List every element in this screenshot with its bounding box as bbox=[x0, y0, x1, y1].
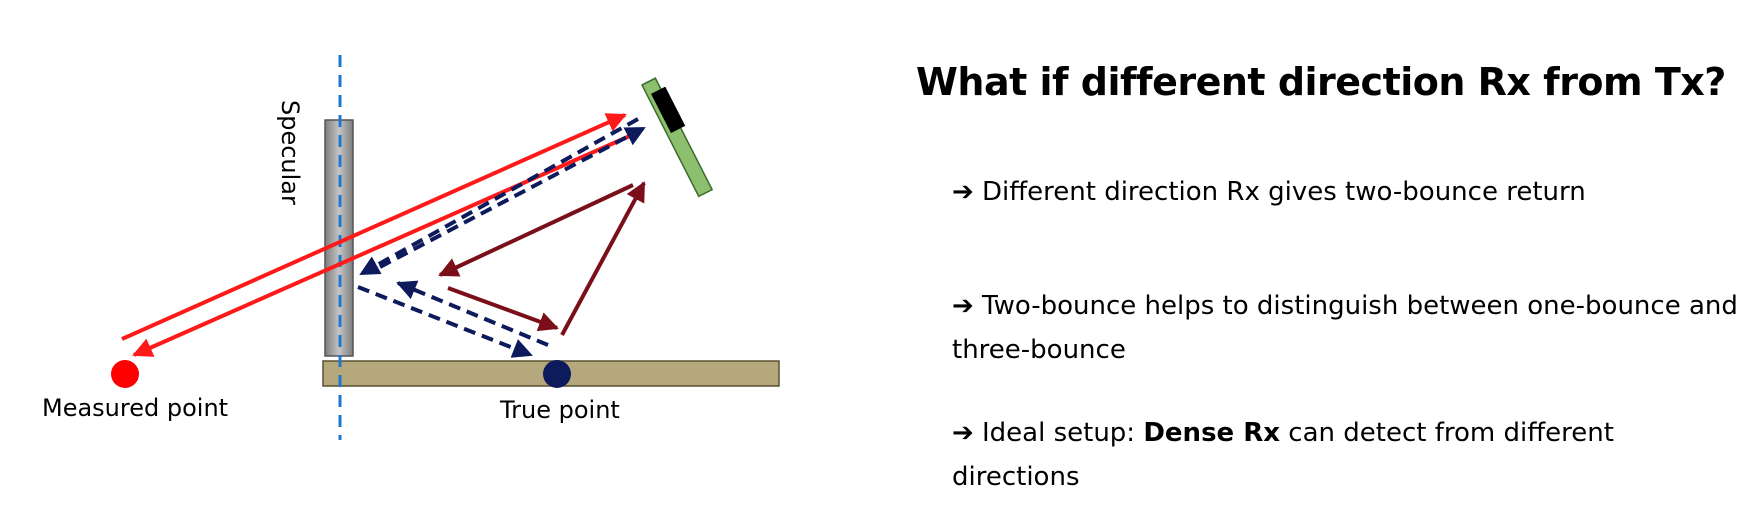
arrow-right-icon: ➔ bbox=[952, 291, 974, 321]
direct-path-return bbox=[132, 133, 633, 357]
three-bounce-path-return bbox=[379, 126, 646, 269]
three-bounce-path-out bbox=[359, 117, 639, 276]
arrow-right-icon: ➔ bbox=[952, 418, 974, 448]
rx-antenna-block bbox=[651, 86, 686, 134]
direct-path-outgoing bbox=[121, 113, 627, 341]
rx-panel bbox=[640, 77, 714, 198]
measured-point-marker bbox=[111, 360, 139, 388]
bullet-text: Different direction Rx gives two-bounce … bbox=[982, 177, 1586, 207]
two-bounce-path-to-floor bbox=[447, 286, 559, 332]
measured-point-label: Measured point bbox=[42, 394, 228, 422]
bullet-item: ➔ Two-bounce helps to distinguish between… bbox=[952, 284, 1742, 372]
bullet-text-suffix: can detect from different directions bbox=[952, 418, 1614, 492]
slide-title: What if different direction Rx from Tx? bbox=[916, 60, 1726, 104]
arrow-right-icon: ➔ bbox=[952, 177, 974, 207]
bullet-item: ➔ Ideal setup: Dense Rx can detect from d… bbox=[952, 411, 1742, 499]
bullet-text-emphasis: Dense Rx bbox=[1143, 418, 1281, 448]
three-bounce-path-wall-to-floor bbox=[357, 285, 533, 358]
two-bounce-path-to-wall bbox=[438, 183, 634, 277]
true-point-label: True point bbox=[499, 396, 620, 424]
bullet-item: ➔ Different direction Rx gives two-bounce… bbox=[952, 170, 1742, 214]
three-bounce-path-floor-to-wall bbox=[396, 280, 549, 347]
bullet-text-prefix: Ideal setup: bbox=[982, 418, 1144, 448]
bullet-text: Two-bounce helps to distinguish between … bbox=[952, 291, 1738, 365]
true-point-marker bbox=[543, 360, 571, 388]
two-bounce-path-to-rx bbox=[560, 181, 646, 336]
specular-label: Specular bbox=[276, 100, 304, 205]
multipath-diagram: Specular Measured point True point bbox=[42, 55, 780, 440]
